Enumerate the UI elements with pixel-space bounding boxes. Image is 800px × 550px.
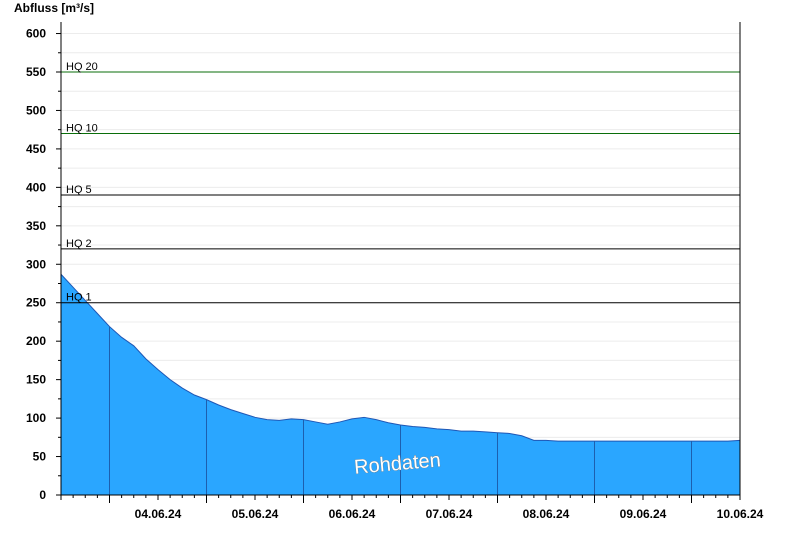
y-tick-label: 150 <box>26 373 46 387</box>
y-tick-label: 300 <box>26 257 46 271</box>
y-tick-label: 0 <box>39 488 46 502</box>
y-axis-label: Abfluss [m³/s] <box>14 1 95 15</box>
y-tick-label: 200 <box>26 334 46 348</box>
x-tick-label: 07.06.24 <box>426 507 473 521</box>
discharge-area <box>60 273 741 495</box>
y-tick-label: 350 <box>26 219 46 233</box>
y-tick-label: 550 <box>26 65 46 79</box>
x-tick-label: 10.06.24 <box>717 507 764 521</box>
x-tick-label: 04.06.24 <box>135 507 182 521</box>
x-tick-label: 06.06.24 <box>329 507 376 521</box>
threshold-label: HQ 20 <box>66 61 98 73</box>
x-tick-label: 09.06.24 <box>620 507 667 521</box>
y-tick-label: 50 <box>33 450 47 464</box>
x-tick-label: 05.06.24 <box>232 507 279 521</box>
threshold-label: HQ 2 <box>66 238 92 250</box>
threshold-label: HQ 5 <box>66 184 92 196</box>
x-tick-label: 08.06.24 <box>523 507 570 521</box>
discharge-line <box>60 273 741 442</box>
axes: 0 50 100 150 200 250 300 350 400 450 500 550 600 04.0… <box>26 22 764 521</box>
grid-lines <box>61 33 740 477</box>
y-tick-label: 100 <box>26 411 46 425</box>
threshold-lines: HQ 1 HQ 2 HQ 5 HQ 10 HQ 20 <box>61 61 740 304</box>
discharge-area-fill <box>61 274 740 495</box>
y-tick-label: 450 <box>26 142 46 156</box>
y-tick-label: 500 <box>26 103 46 117</box>
threshold-label: HQ 10 <box>66 123 98 135</box>
y-tick-label: 250 <box>26 296 46 310</box>
y-tick-label: 600 <box>26 27 46 41</box>
y-tick-label: 400 <box>26 180 46 194</box>
threshold-label: HQ 1 <box>66 292 92 304</box>
